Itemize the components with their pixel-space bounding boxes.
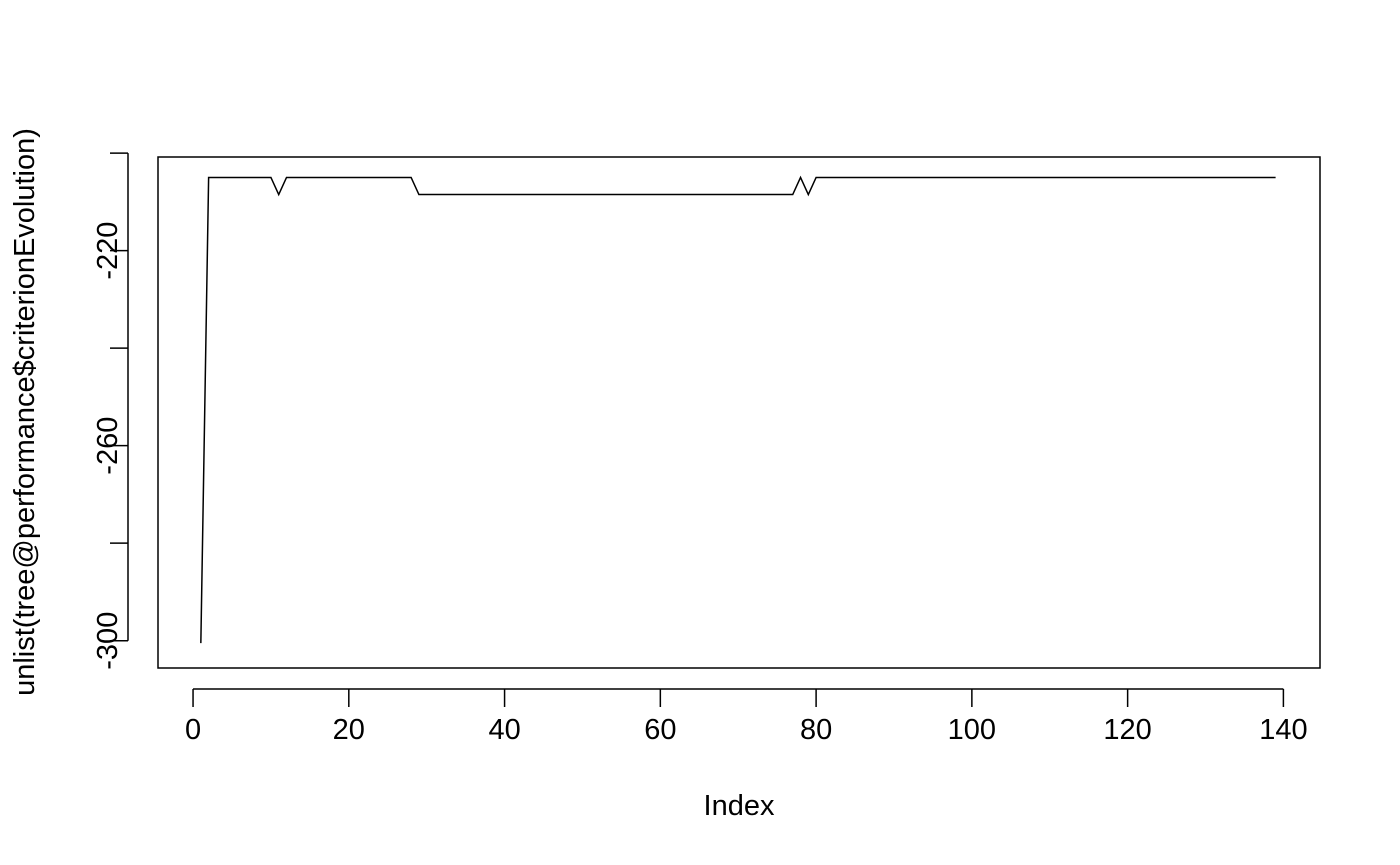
x-tick-label: 20	[333, 714, 365, 746]
x-tick-label: 60	[644, 714, 676, 746]
y-tick-label: -260	[92, 417, 124, 475]
x-axis-title: Index	[704, 790, 775, 822]
x-tick-label: 120	[1103, 714, 1151, 746]
x-tick-label: 100	[948, 714, 996, 746]
series-line	[200, 175, 1276, 644]
x-axis: 0 20 40 60 80 100 120 140	[185, 688, 1308, 746]
y-tick-label: -220	[92, 222, 124, 280]
x-tick-label: 80	[800, 714, 832, 746]
plot-box	[157, 156, 1321, 669]
y-axis: -300 -260 -220	[92, 152, 129, 670]
y-axis-title: unlist(tree@performance$criterionEvoluti…	[9, 128, 41, 696]
y-tick-label: -300	[92, 612, 124, 670]
x-tick-label: 0	[185, 714, 201, 746]
x-tick-label: 40	[488, 714, 520, 746]
x-tick-label: 140	[1259, 714, 1307, 746]
